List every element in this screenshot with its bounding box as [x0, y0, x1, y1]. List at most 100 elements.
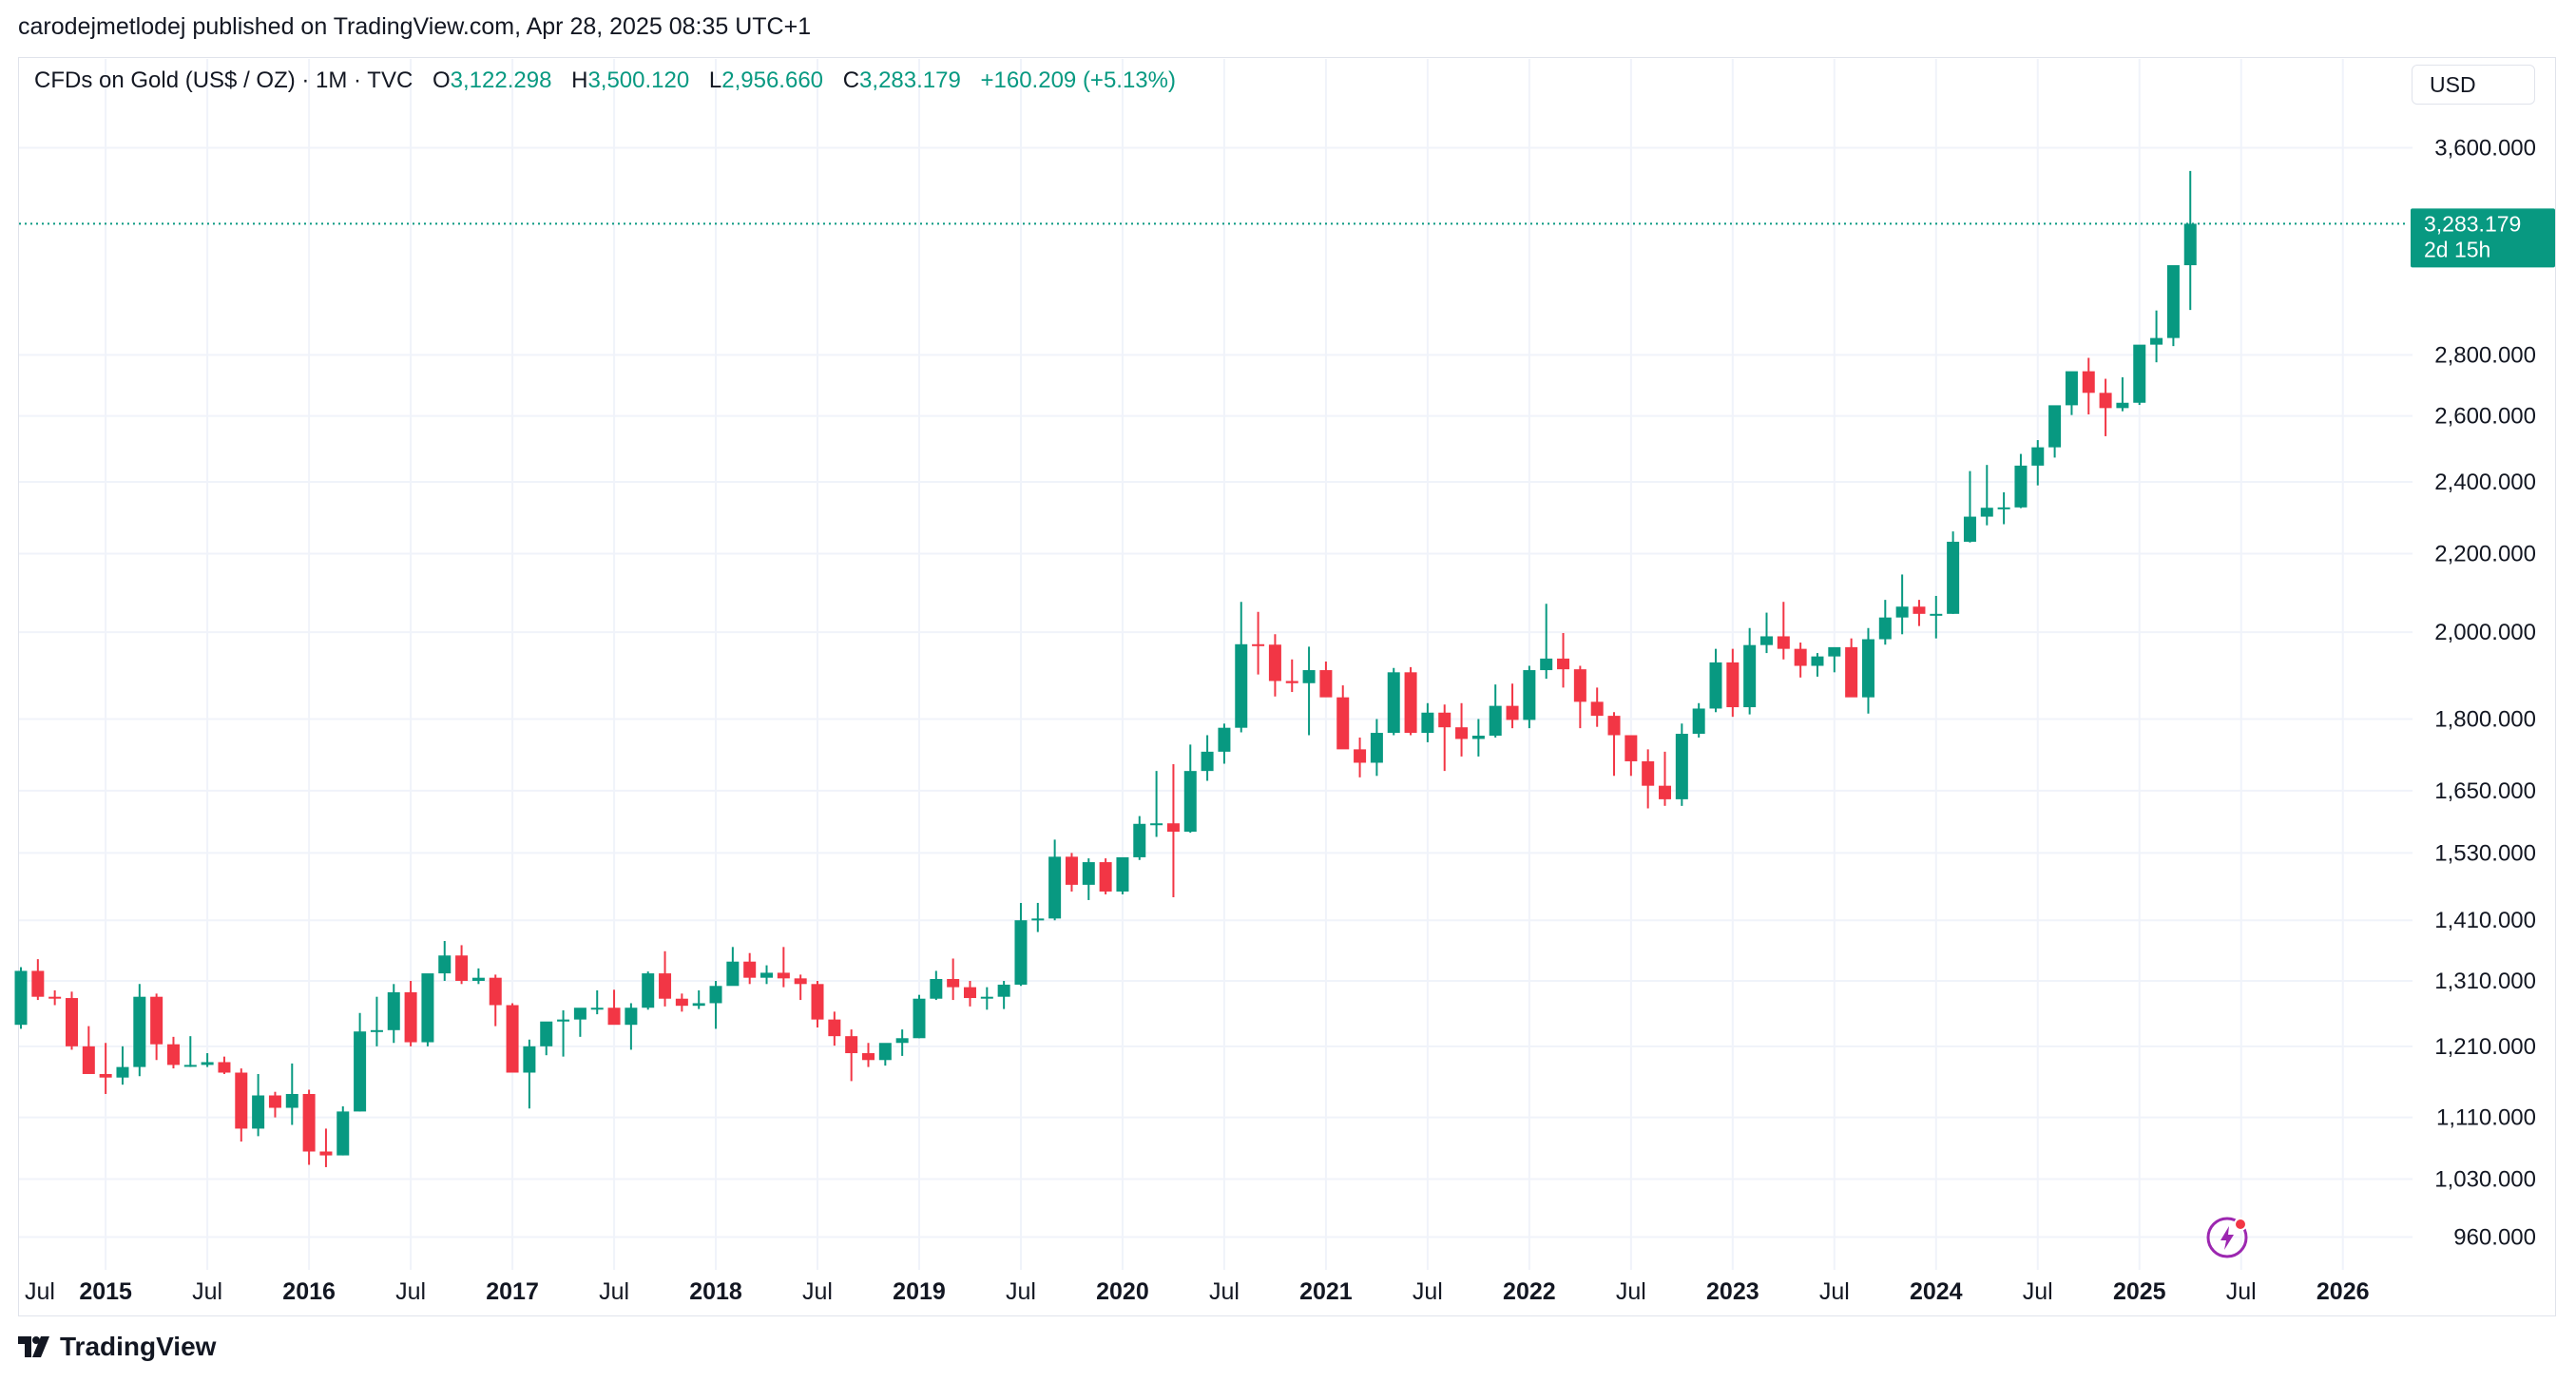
candle: [268, 1091, 281, 1118]
candle-body: [455, 955, 469, 981]
candle: [659, 950, 672, 1007]
candle: [2048, 405, 2062, 458]
candle: [1777, 602, 1790, 660]
candle-body: [709, 986, 722, 1004]
chart-frame: [18, 57, 2556, 1316]
candle: [1997, 491, 2010, 525]
candle: [1726, 648, 1740, 718]
candle: [1913, 600, 1926, 626]
time-tick-label: Jul: [2226, 1278, 2257, 1305]
candle: [1878, 600, 1892, 645]
candle-body: [1709, 662, 1722, 709]
candle: [709, 980, 722, 1029]
candle: [743, 952, 757, 985]
price-tick-label: 2,800.000: [2434, 342, 2536, 368]
price-tick-label: 1,800.000: [2434, 706, 2536, 732]
candle: [963, 980, 976, 1007]
tradingview-logo[interactable]: TradingView: [18, 1332, 216, 1362]
candle: [1709, 648, 1722, 713]
candle: [1252, 611, 1265, 675]
candle: [99, 1043, 112, 1094]
candle: [794, 974, 807, 1001]
candle-body: [1048, 856, 1062, 919]
candle: [1387, 667, 1400, 736]
candle-body: [1726, 662, 1740, 708]
candle: [2031, 440, 2045, 486]
candle-body: [980, 996, 993, 999]
candle: [370, 996, 383, 1046]
candle-body: [1878, 617, 1892, 640]
candle: [1302, 646, 1316, 736]
candle: [218, 1056, 231, 1074]
price-tick-label: 960.000: [2453, 1225, 2536, 1251]
candle-body: [726, 961, 740, 987]
candle: [2065, 371, 2078, 415]
low-value: 2,956.660: [721, 67, 824, 93]
candle: [1150, 771, 1163, 837]
candle-body: [387, 991, 400, 1030]
candle-body: [743, 961, 757, 978]
candle-body: [1065, 856, 1078, 885]
candle: [1828, 646, 1841, 673]
candle: [1065, 853, 1078, 892]
candle: [1455, 702, 1469, 757]
candle-body: [65, 998, 78, 1046]
candle-body: [1573, 669, 1586, 702]
candle-body: [166, 1044, 180, 1065]
candle: [1133, 816, 1146, 860]
candle-body: [302, 1093, 316, 1152]
candle-body: [404, 991, 417, 1043]
candle: [811, 980, 824, 1027]
candle-body: [828, 1019, 841, 1037]
candle: [1048, 839, 1062, 921]
candle: [862, 1043, 875, 1067]
candle-body: [811, 984, 824, 1020]
candle: [82, 1026, 95, 1074]
candle-body: [2099, 393, 2112, 409]
candle: [2183, 170, 2197, 311]
candle-body: [692, 1003, 705, 1007]
currency-button[interactable]: USD: [2412, 65, 2535, 105]
time-tick-label: Jul: [599, 1278, 629, 1305]
candle: [1489, 684, 1502, 738]
candle: [404, 980, 417, 1046]
candle: [1692, 702, 1705, 738]
candle-body: [2183, 223, 2197, 266]
change-value: +160.209 (+5.13%): [980, 67, 1177, 93]
candle-body: [438, 955, 452, 974]
candle-body: [1302, 670, 1316, 683]
candle-body: [183, 1065, 197, 1067]
candle-body: [471, 977, 485, 981]
candle-body: [760, 972, 774, 978]
candle: [1116, 856, 1129, 894]
candle: [590, 989, 604, 1015]
candle: [540, 1021, 553, 1056]
time-tick-label: 2016: [282, 1278, 336, 1305]
candle: [2099, 378, 2112, 436]
candle: [1354, 737, 1367, 777]
candle: [489, 974, 502, 1027]
time-tick-label: Jul: [1819, 1278, 1850, 1305]
candle-body: [201, 1062, 214, 1065]
candle-body: [2031, 447, 2045, 466]
candle: [1947, 531, 1960, 614]
candle: [201, 1053, 214, 1067]
time-tick-label: Jul: [2023, 1278, 2053, 1305]
candle: [947, 958, 960, 1001]
candle-body: [336, 1111, 350, 1156]
price-tick-label: 2,400.000: [2434, 470, 2536, 495]
candle: [1963, 470, 1976, 543]
candle: [1845, 638, 1858, 698]
time-tick-label: Jul: [395, 1278, 426, 1305]
candle-body: [235, 1072, 248, 1129]
candle-body: [1895, 606, 1909, 618]
candle: [997, 980, 1010, 1009]
ohlc-legend: CFDs on Gold (US$ / OZ) · 1M · TVC O3,12…: [34, 67, 1177, 93]
candle: [2116, 376, 2129, 412]
candle-body: [573, 1008, 586, 1020]
candle: [2166, 265, 2180, 347]
time-tick-label: Jul: [192, 1278, 222, 1305]
last-price-countdown: 2d 15h: [2424, 237, 2490, 261]
